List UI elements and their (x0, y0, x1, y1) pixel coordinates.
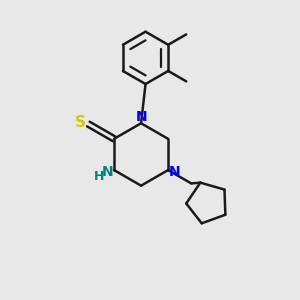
Text: N: N (135, 110, 147, 124)
Text: N: N (102, 164, 113, 178)
Text: S: S (74, 115, 86, 130)
Text: N: N (169, 164, 181, 178)
Text: H: H (94, 170, 104, 183)
